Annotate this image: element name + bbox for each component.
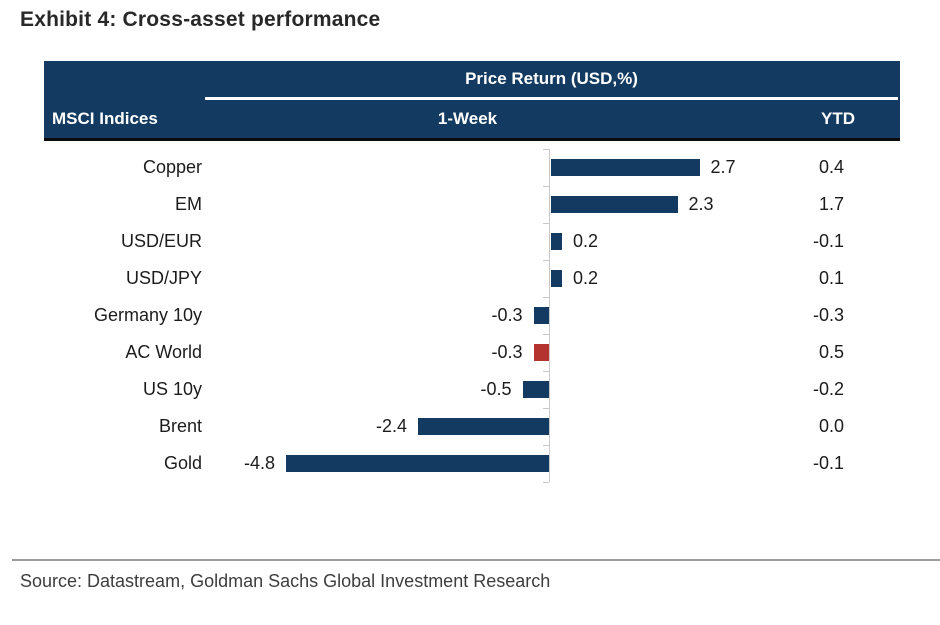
week-value-label: -4.8 xyxy=(243,453,275,473)
chart-row: Gold -4.8 -0.1 xyxy=(0,445,940,482)
chart-row: Copper 2.7 0.4 xyxy=(0,149,940,186)
group-header-underline xyxy=(205,97,898,100)
week-value-label: 2.3 xyxy=(688,194,714,214)
week-value-label: -2.4 xyxy=(375,416,407,436)
ytd-value: -0.2 xyxy=(812,379,844,399)
chart-row: USD/EUR 0.2 -0.1 xyxy=(0,223,940,260)
ytd-value: -0.3 xyxy=(812,305,844,325)
bar xyxy=(551,233,562,250)
column-header-ytd: YTD xyxy=(821,109,855,128)
chart-row: USD/JPY 0.2 0.1 xyxy=(0,260,940,297)
category-label: Copper xyxy=(142,157,202,177)
axis-tick xyxy=(543,408,549,409)
zero-axis-line xyxy=(549,149,550,482)
column-header-msci-indices: MSCI Indices xyxy=(52,109,158,128)
bar xyxy=(286,455,550,472)
ytd-value: 0.1 xyxy=(818,268,844,288)
ytd-value: 0.4 xyxy=(818,157,844,177)
chart-row: AC World -0.3 0.5 xyxy=(0,334,940,371)
group-header-price-return: Price Return (USD,%) xyxy=(465,69,638,88)
axis-tick xyxy=(543,297,549,298)
axis-tick xyxy=(543,260,549,261)
chart-row: Germany 10y -0.3 -0.3 xyxy=(0,297,940,334)
week-value-label: -0.3 xyxy=(491,305,523,325)
table-header: Price Return (USD,%) MSCI Indices 1-Week… xyxy=(44,61,900,141)
category-label: Brent xyxy=(158,416,202,436)
category-label: AC World xyxy=(125,342,202,362)
column-header-1-week: 1-Week xyxy=(437,109,498,128)
ytd-value: 0.5 xyxy=(818,342,844,362)
chart-row: Brent -2.4 0.0 xyxy=(0,408,940,445)
chart-row: EM 2.3 1.7 xyxy=(0,186,940,223)
exhibit-title: Exhibit 4: Cross-asset performance xyxy=(20,8,381,31)
category-label: USD/JPY xyxy=(125,268,202,288)
category-label: USD/EUR xyxy=(120,231,202,251)
axis-tick xyxy=(543,445,549,446)
bar xyxy=(551,270,562,287)
bar xyxy=(522,381,550,398)
axis-tick xyxy=(543,371,549,372)
week-value-label: -0.3 xyxy=(491,342,523,362)
ytd-value: 1.7 xyxy=(818,194,844,214)
week-value-label: 2.7 xyxy=(710,157,736,177)
category-label: Gold xyxy=(163,453,202,473)
bar xyxy=(418,418,550,435)
bar xyxy=(551,159,700,176)
axis-tick xyxy=(543,223,549,224)
axis-tick xyxy=(543,186,549,187)
week-value-label: -0.5 xyxy=(480,379,512,399)
axis-tick xyxy=(543,334,549,335)
bar xyxy=(533,307,550,324)
category-label: EM xyxy=(175,194,202,214)
category-label: Germany 10y xyxy=(93,305,202,325)
ytd-value: -0.1 xyxy=(812,453,844,473)
ytd-value: 0.0 xyxy=(818,416,844,436)
axis-tick xyxy=(543,149,549,150)
ytd-value: -0.1 xyxy=(812,231,844,251)
bar xyxy=(551,196,678,213)
axis-tick xyxy=(543,482,549,483)
source-divider xyxy=(12,559,940,561)
week-value-label: 0.2 xyxy=(573,268,599,288)
category-label: US 10y xyxy=(142,379,202,399)
chart-row: US 10y -0.5 -0.2 xyxy=(0,371,940,408)
bar-highlight xyxy=(533,344,550,361)
week-value-label: 0.2 xyxy=(573,231,599,251)
source-note: Source: Datastream, Goldman Sachs Global… xyxy=(20,571,551,591)
